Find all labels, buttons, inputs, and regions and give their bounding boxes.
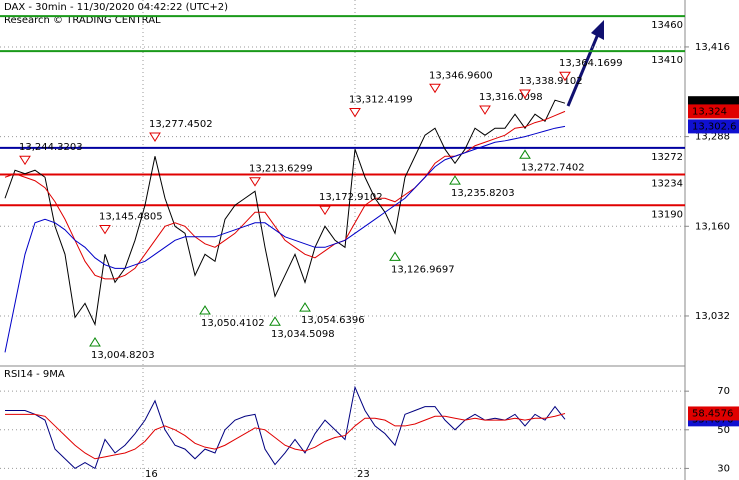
last-value-label: 13,324 [692,106,727,117]
rsi-title: RSI14 - 9MA [4,369,65,380]
high-marker [519,89,531,99]
last-value-label: 58.4576 [692,408,733,419]
level-label: 13190 [651,209,683,220]
low-label: 13,235.8203 [451,188,515,199]
high-label: 13,244.3203 [19,142,83,153]
low-label: 13,126.9697 [391,264,455,275]
y-tick-label: 13,160 [695,221,730,232]
forecast-arrow [566,33,600,107]
level-label: 13234 [651,178,683,189]
series-line [5,412,566,460]
y-tick-label: 50 [717,425,730,436]
series-line [4,99,566,327]
series-line [4,110,566,280]
low-marker [449,175,461,185]
last-value-box [688,104,739,119]
low-label: 13,034.5098 [271,329,335,340]
x-tick-label: 16 [145,469,158,480]
series-line [5,385,566,470]
y-tick-label: 13,416 [695,42,730,53]
last-value-label: 13,302.6 [692,121,737,132]
low-label: 13,272.7402 [521,162,585,173]
high-marker [149,132,161,142]
high-label: 13,364.1699 [559,58,623,69]
level-label: 13272 [651,152,683,163]
y-tick-label: 70 [717,386,730,397]
last-value-label: 13,335.7 [692,98,737,109]
low-marker [389,251,401,261]
high-marker [319,205,331,216]
high-marker [99,224,111,235]
chart-title: DAX - 30min - 11/30/2020 04:42:22 (UTC+2… [4,2,228,13]
last-value-box [688,119,739,134]
y-tick-label: 13,032 [695,311,730,322]
high-label: 13,346.9600 [429,70,493,81]
high-label: 13,172.9102 [319,192,383,203]
high-marker [429,83,441,94]
low-marker [199,305,211,315]
high-label: 13,338.9102 [519,76,583,87]
low-label: 13,050.4102 [201,318,265,329]
low-label: 13,054.6396 [301,315,365,326]
high-label: 13,213.6299 [249,164,313,175]
series-line [4,125,566,353]
chart-subtitle: Research © TRADING CENTRAL [4,15,161,26]
level-label: 13410 [651,55,683,66]
low-marker [519,149,531,159]
high-label: 13,312.4199 [349,95,413,106]
high-marker [349,108,361,118]
low-marker [89,337,101,347]
level-label: 13460 [651,20,683,31]
low-label: 13,004.8203 [91,350,155,361]
low-marker [269,316,281,326]
high-marker [479,105,491,115]
last-value-box [688,406,739,421]
y-tick-label: 13,288 [695,132,730,143]
forecast-arrow-head [591,20,604,40]
high-label: 13,277.4502 [149,119,213,130]
high-marker [249,177,261,187]
high-marker [559,71,571,82]
y-tick-label: 30 [717,463,730,474]
high-label: 13,145.4805 [99,211,163,222]
high-label: 13,316.0098 [479,92,543,103]
x-tick-label: 23 [357,469,370,480]
high-marker [19,155,31,166]
low-marker [299,302,311,312]
